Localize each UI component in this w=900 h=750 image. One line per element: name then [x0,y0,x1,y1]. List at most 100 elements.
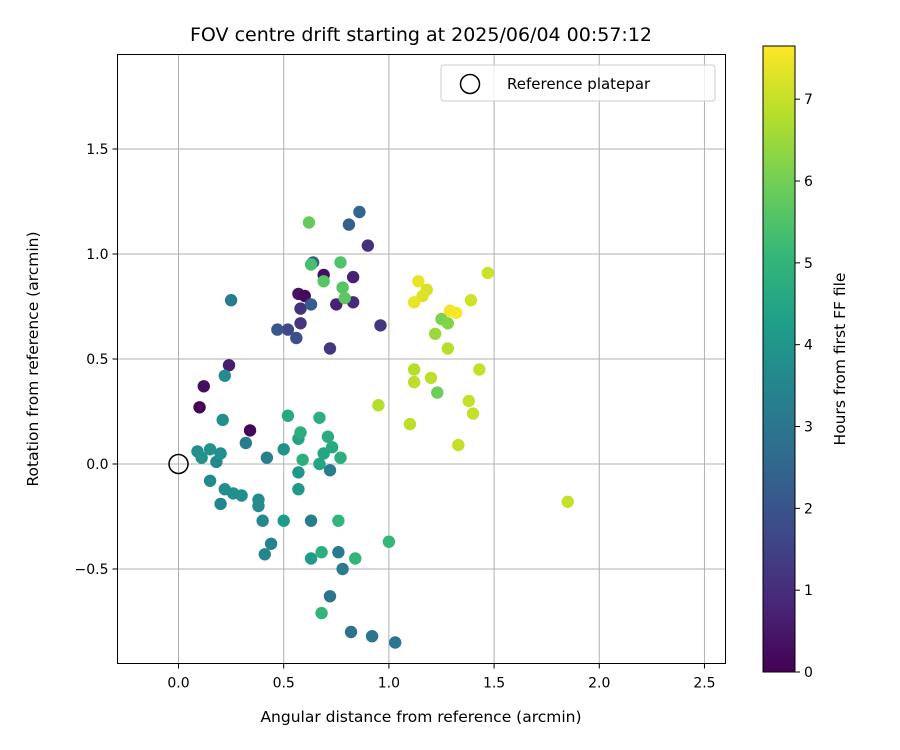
colorbar-gradient [762,45,796,673]
chart-title: FOV centre drift starting at 2025/06/04 … [190,24,652,46]
scatter-point [296,453,309,466]
scatter-point [197,380,210,393]
x-tick-label: 0.0 [167,676,189,692]
scatter-point [315,546,328,559]
scatter-point [342,218,356,231]
scatter-point [323,342,337,355]
scatter-point [277,514,290,527]
legend-box [440,64,716,102]
scatter-point [481,266,494,280]
reference-marker-layer [168,453,189,475]
scatter-point [416,289,429,303]
x-tick-label: 2.5 [693,676,715,692]
legend-marker-icon [459,73,481,95]
colorbar-tick-label: 5 [804,256,813,272]
scatter-point [344,625,358,639]
scatter-point [264,537,278,550]
scatter-point [334,451,347,464]
scatter-point [365,630,379,643]
scatter-point [424,371,438,385]
scatter-point [317,447,330,460]
scatter-point [407,363,421,376]
colorbar-tick-label: 1 [804,583,813,599]
scatter-point [218,483,231,496]
y-tick-label: 0.0 [86,457,108,473]
scatter-point [290,331,303,345]
scatter-point [464,294,478,307]
scatter-point [277,443,290,456]
grid [117,54,726,664]
colorbar-tick-label: 3 [804,420,813,436]
scatter-point [403,417,417,431]
scatter-point [389,636,402,649]
scatter-point [203,443,217,456]
scatter-point [323,590,337,603]
scatter-point [304,514,318,527]
scatter-point [330,298,343,311]
x-ticks: 0.0 0.5 1.0 1.5 2.0 2.5 [167,663,716,692]
scatter-point [195,451,208,464]
scatter-point [256,514,269,527]
scatter-point [294,302,307,315]
colorbar-tick-label: 0 [804,665,813,681]
y-axis-label: Rotation from reference (arcmin) [24,231,42,486]
scatter-point [214,447,227,460]
scatter-point [374,319,387,332]
scatter-point [271,323,284,336]
colorbar-tick-label: 7 [804,92,813,108]
scatter-point [313,411,326,424]
scatter-point [338,291,351,305]
x-tick-label: 2.0 [588,676,610,692]
scatter-point [412,275,425,288]
scatter-point [260,451,274,464]
scatter-point [336,562,349,576]
x-tick-label: 1.5 [483,676,505,692]
scatter-point [332,546,345,559]
x-tick-label: 0.5 [273,676,295,692]
scatter-point [452,438,465,452]
scatter-point [281,409,295,422]
scatter-point [218,369,231,382]
y-tick-label: 1.0 [86,247,108,263]
scatter-point [193,401,206,414]
scatter-point [349,552,362,565]
colorbar-tick-label: 2 [804,501,813,517]
scatter-point [222,359,236,372]
scatter-point [317,275,330,288]
scatter-point [304,552,318,565]
scatter-point [462,394,476,408]
scatter-point [292,483,305,496]
scatter-point [302,216,316,229]
legend-entry-reference-platepar: Reference platepar [507,75,651,93]
x-tick-label: 1.0 [378,676,400,692]
y-tick-label: 1.5 [86,142,108,158]
colorbar-label: Hours from first FF file [831,273,849,446]
scatter-point [294,426,307,439]
colorbar-tick-label: 4 [804,338,813,354]
scatter-point [292,466,305,479]
scatter-point [294,317,307,330]
scatter-point [281,323,295,336]
x-axis-label: Angular distance from reference (arcmin) [260,708,581,726]
scatter-point [304,298,318,311]
colorbar: 0 1 2 3 4 5 6 7 Hours from first FF file [762,45,849,681]
scatter-point [239,436,253,450]
scatter-point [216,413,229,427]
scatter-point [214,497,227,511]
scatter-point [321,430,335,443]
scatter-point [466,407,480,420]
scatter-point [450,306,463,319]
scatter-point [325,441,339,454]
scatter-point [224,294,238,307]
scatter-point [315,606,328,620]
scatter-point [346,270,360,284]
scatter-point [372,399,385,412]
colorbar-ticks: 0 1 2 3 4 5 6 7 [795,92,813,681]
legend: Reference platepar [440,64,716,102]
scatter-point [332,514,345,527]
scatter-point [407,296,421,309]
scatter-point [203,474,217,487]
scatter-point [431,386,444,399]
reference-platepar-marker [168,453,189,475]
